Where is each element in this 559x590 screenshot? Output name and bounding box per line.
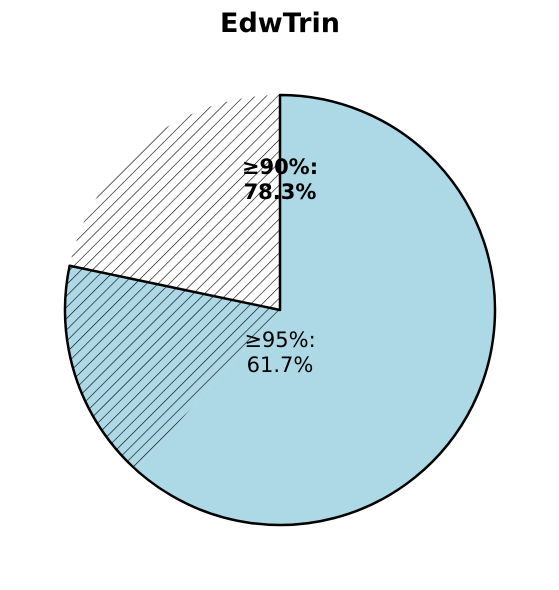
label-ge95: ≥95%: 61.7% (244, 328, 315, 377)
pie-outline (63, 93, 497, 527)
label-ge90-line: ≥90%: (242, 155, 318, 179)
label-ge95-line: 61.7% (247, 353, 314, 377)
label-ge90-line: 78.3% (244, 180, 317, 204)
label-ge95-line: ≥95%: (244, 328, 315, 352)
pie-slice-ge95 (135, 94, 496, 525)
chart-title: EdwTrin (220, 8, 340, 39)
pie-slices (63, 93, 497, 527)
pie-slice-rest-hatch (69, 95, 280, 310)
label-ge90: ≥90%: 78.3% (242, 155, 318, 204)
pie-slice-gap-hatch (65, 265, 280, 470)
